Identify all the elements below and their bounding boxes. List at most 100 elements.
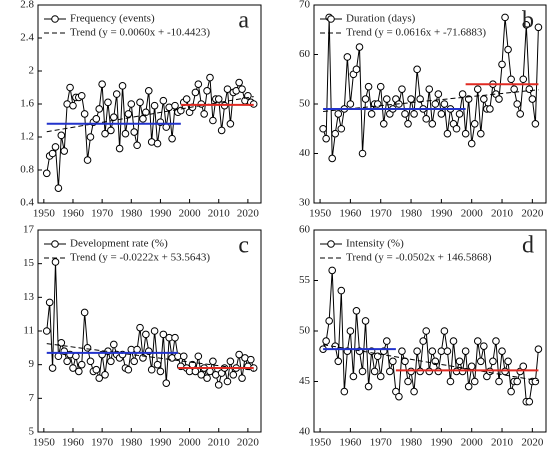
panel-letter: b (522, 8, 534, 34)
x-tick-label: 1980 (400, 437, 423, 449)
data-point (101, 129, 109, 138)
data-point (516, 110, 525, 118)
y-tick-label: 5 (29, 426, 35, 438)
y-tick-label: 0.8 (20, 164, 34, 176)
data-point (223, 85, 232, 93)
data-point (525, 85, 534, 93)
data-point (80, 110, 89, 118)
data-point (57, 338, 66, 347)
data-point (364, 382, 373, 391)
data-point (428, 347, 437, 356)
data-point (95, 374, 104, 382)
data-point (419, 337, 427, 345)
y-tick-label: 9 (29, 358, 35, 370)
data-point (352, 307, 361, 315)
data-point (51, 258, 60, 266)
data-point (461, 347, 470, 356)
data-point (197, 370, 206, 379)
data-point (513, 100, 521, 108)
data-point (57, 131, 66, 140)
legend-label: Intensity (%) (346, 238, 404, 250)
data-point (470, 120, 479, 128)
data-point (124, 365, 133, 374)
data-point (42, 169, 51, 178)
data-point (130, 128, 138, 136)
data-point (410, 387, 418, 396)
data-point (458, 367, 467, 376)
y-tick-label: 50 (299, 98, 311, 110)
x-tick-label: 1990 (149, 437, 172, 449)
y-tick-label: 7 (29, 392, 35, 404)
data-point (440, 100, 449, 108)
data-point (422, 327, 431, 335)
data-point (495, 377, 503, 386)
data-point (144, 87, 153, 95)
data-point (480, 95, 488, 103)
data-point (416, 95, 424, 103)
data-point (434, 90, 443, 98)
data-point (534, 345, 543, 353)
data-point (139, 115, 147, 123)
data-point (416, 367, 424, 376)
trend-line (323, 344, 539, 382)
data-point (495, 95, 503, 103)
y-tick-label: 55 (299, 274, 311, 286)
data-point (209, 357, 217, 366)
data-point (428, 120, 437, 128)
data-point (51, 143, 60, 151)
data-point (80, 308, 89, 317)
legend-label: Trend (y = -0.0502x + 146.5868) (346, 252, 492, 264)
data-point (334, 357, 343, 366)
data-point (223, 377, 232, 386)
data-point (235, 78, 243, 87)
data-point (118, 82, 127, 90)
data-point (480, 342, 488, 350)
data-point (136, 323, 144, 332)
panel-letter: c (238, 233, 249, 259)
data-point (361, 95, 370, 103)
x-tick-label: 2020 (237, 208, 260, 220)
data-point (464, 382, 473, 391)
y-tick-label: 0.4 (20, 197, 34, 209)
panel-letter: d (522, 233, 534, 259)
data-point (133, 141, 141, 150)
x-tick-label: 1990 (149, 208, 172, 220)
data-point (203, 374, 211, 382)
data-line (322, 270, 539, 403)
data-point (235, 350, 243, 359)
data-point (531, 377, 540, 386)
data-point (133, 345, 141, 354)
data-point (425, 85, 434, 93)
data-point (504, 357, 512, 366)
data-point (209, 116, 217, 125)
data-point (226, 357, 235, 366)
data-point (328, 266, 336, 275)
data-point (337, 124, 346, 133)
data-point (331, 129, 340, 138)
data-point (486, 105, 494, 113)
data-point (95, 105, 104, 113)
data-point (437, 110, 446, 118)
data-point (352, 65, 361, 74)
data-point (162, 379, 171, 387)
data-point (337, 286, 346, 295)
data-point (107, 126, 115, 135)
x-tick-label: 2000 (179, 208, 202, 220)
data-point (72, 352, 80, 361)
x-tick-label: 1950 (33, 208, 56, 220)
data-point (534, 23, 543, 32)
data-point (410, 110, 418, 118)
legend-marker (51, 15, 59, 23)
data-point (179, 352, 188, 361)
data-point (431, 100, 440, 108)
x-tick-label: 1970 (91, 208, 114, 220)
y-tick-label: 40 (299, 147, 311, 159)
data-point (498, 60, 506, 69)
data-point (54, 352, 63, 361)
data-point (214, 95, 223, 103)
data-point (127, 100, 136, 108)
data-point (246, 355, 255, 364)
data-point (413, 65, 421, 74)
data-point (476, 129, 485, 138)
